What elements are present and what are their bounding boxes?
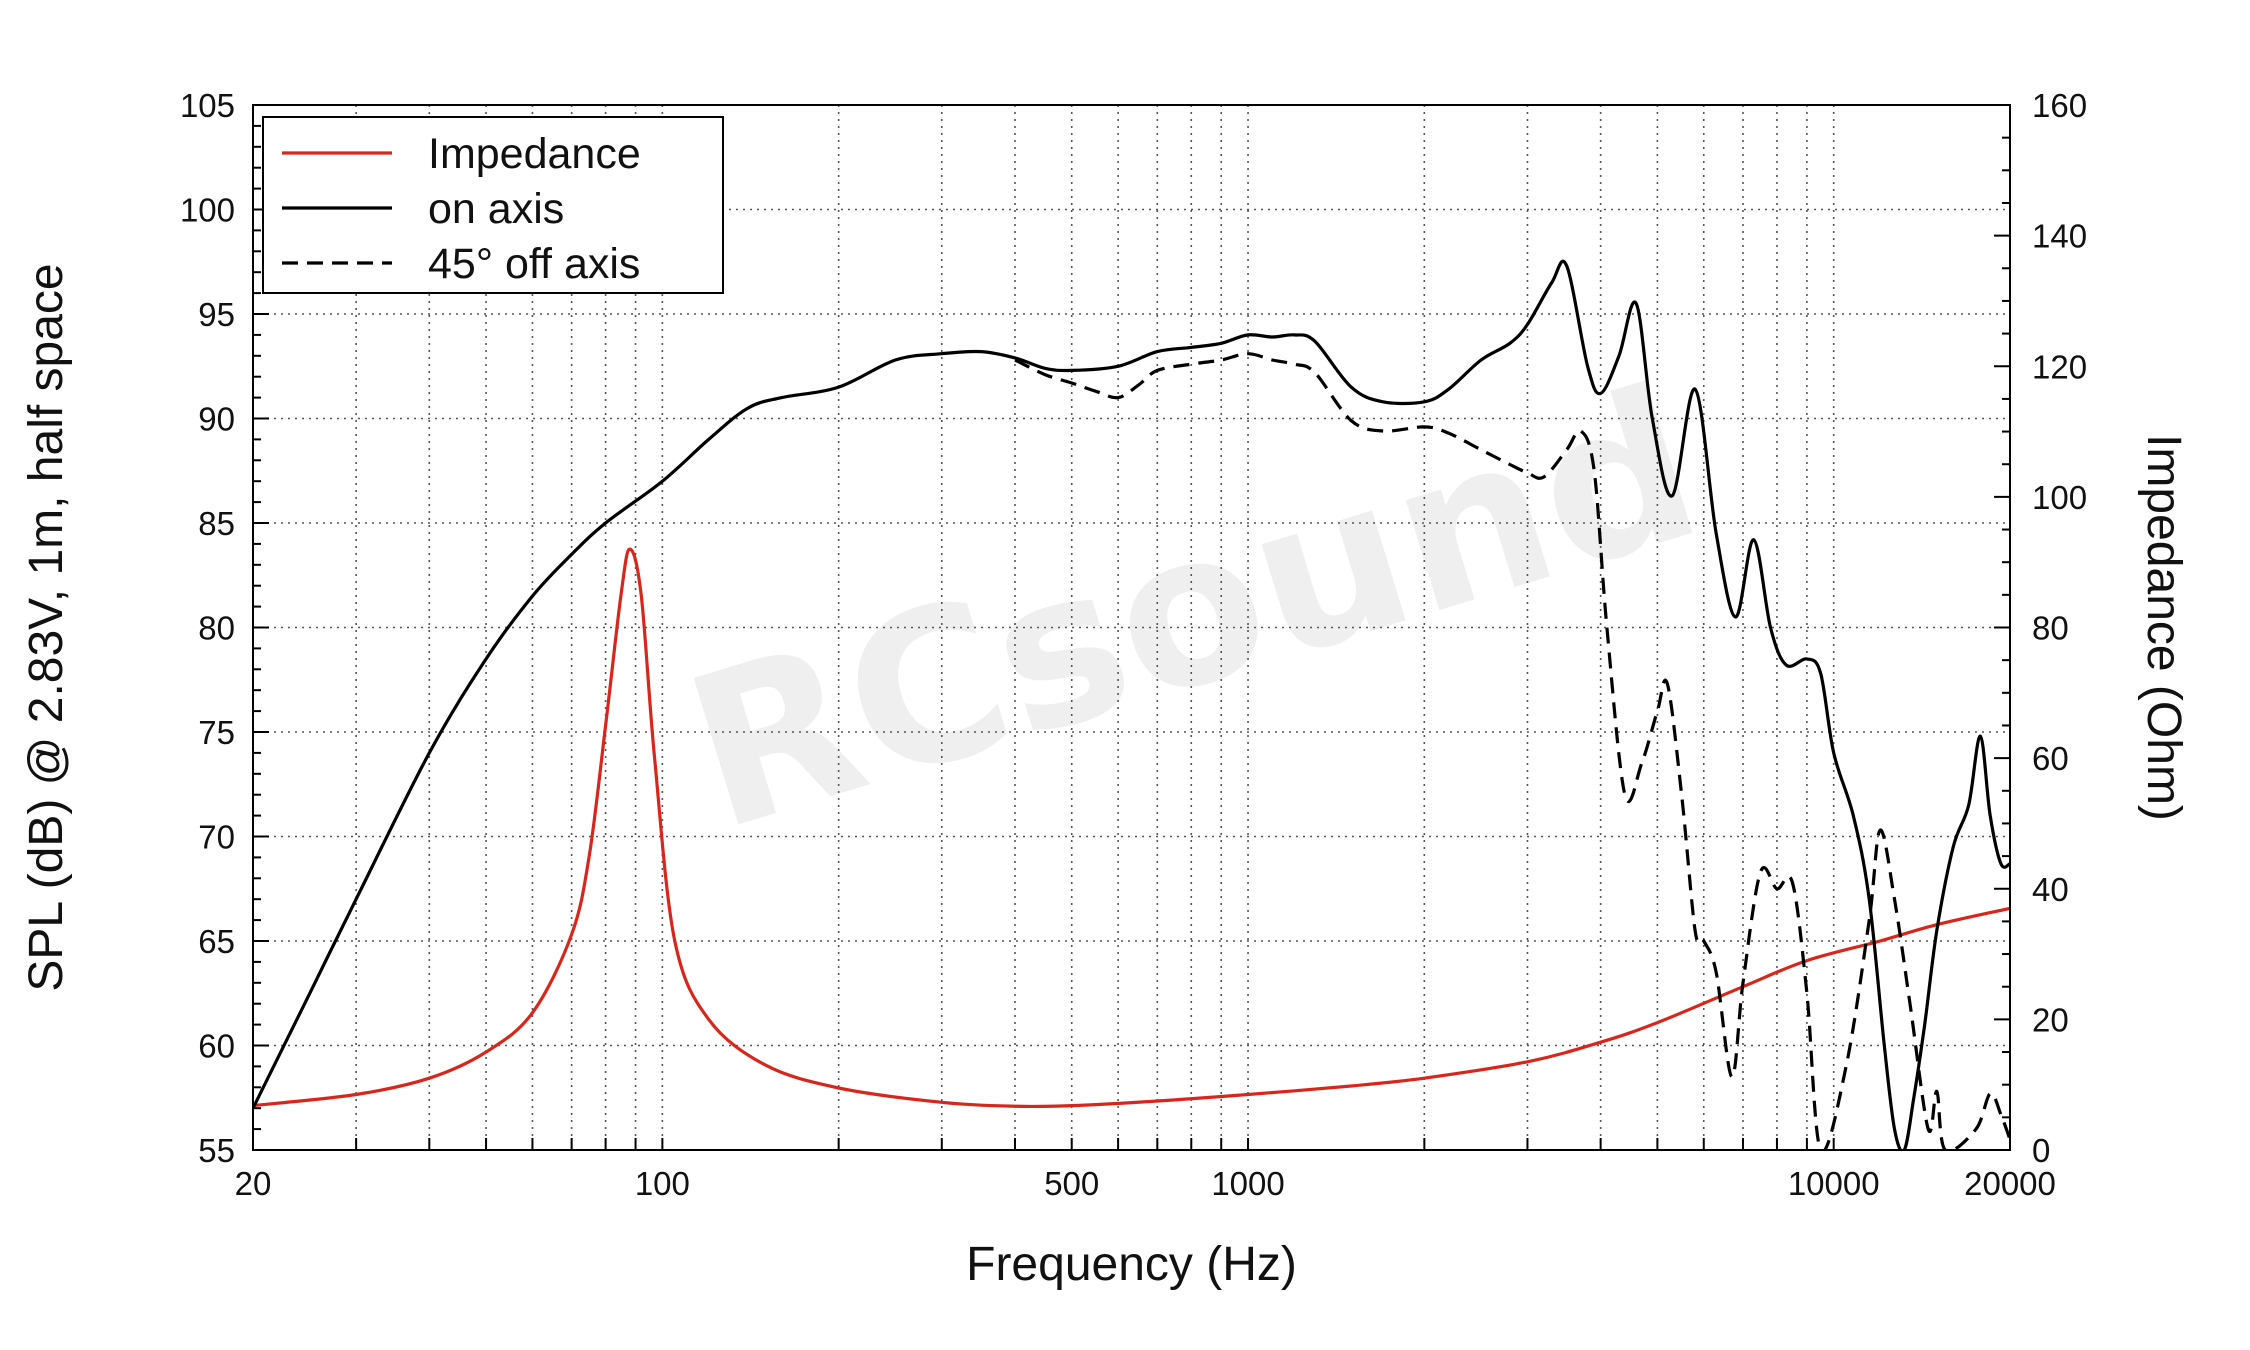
y-right-tick-label: 120: [2032, 348, 2087, 385]
y-left-tick-label: 85: [198, 505, 235, 542]
legend: Impedance on axis 45° off axis: [262, 116, 724, 294]
y-right-tick-label: 80: [2032, 610, 2069, 647]
x-axis-title: Frequency (Hz): [966, 1238, 1297, 1291]
y-right-tick-label: 140: [2032, 218, 2087, 255]
series-line-impedance: [253, 547, 2010, 1109]
series-lines: [253, 259, 2010, 1150]
x-tick-label: 20000: [1964, 1165, 2056, 1202]
x-tick-label: 500: [1044, 1165, 1099, 1202]
y-right-tick-label: 20: [2032, 1001, 2069, 1038]
grid: [253, 105, 2010, 1150]
plot-frame: [252, 104, 2011, 1151]
x-tick-label: 1000: [1211, 1165, 1284, 1202]
legend-label-off-axis: 45° off axis: [428, 240, 640, 288]
y-left-tick-label: 60: [198, 1028, 235, 1065]
y-left-tick-label: 95: [198, 296, 235, 333]
y-right-tick-label: 160: [2032, 87, 2087, 124]
y-left-tick-label: 55: [198, 1132, 235, 1169]
legend-label-impedance: Impedance: [428, 130, 641, 178]
series-line-45-off-axis: [1014, 352, 2010, 1150]
y-axis-left-title: SPL (dB) @ 2.83V, 1m, half space: [20, 263, 73, 991]
y-left-tick-label: 65: [198, 923, 235, 960]
y-axis-right-title: Impedance (Ohm): [2137, 434, 2190, 821]
axis-ticks: [253, 104, 2010, 1151]
x-tick-label: 100: [635, 1165, 690, 1202]
y-right-tick-label: 60: [2032, 740, 2069, 777]
y-right-tick-label: 40: [2032, 871, 2069, 908]
y-left-tick-label: 80: [198, 610, 235, 647]
tick-labels: 20 100 500 1000 10000 20000556065707580859095…: [180, 87, 2087, 1202]
x-tick-label: 20: [235, 1165, 272, 1202]
y-left-tick-label: 70: [198, 819, 235, 856]
x-tick-label: 10000: [1788, 1165, 1880, 1202]
legend-label-on-axis: on axis: [428, 185, 564, 233]
watermark-logo: RCsound: [663, 341, 1724, 878]
series-line-on-axis: [253, 259, 2010, 1150]
y-right-tick-label: 100: [2032, 479, 2087, 516]
y-left-tick-label: 90: [198, 401, 235, 438]
y-left-tick-label: 75: [198, 714, 235, 751]
y-left-tick-label: 105: [180, 87, 235, 124]
y-left-tick-label: 100: [180, 192, 235, 229]
y-right-tick-label: 0: [2032, 1132, 2050, 1169]
